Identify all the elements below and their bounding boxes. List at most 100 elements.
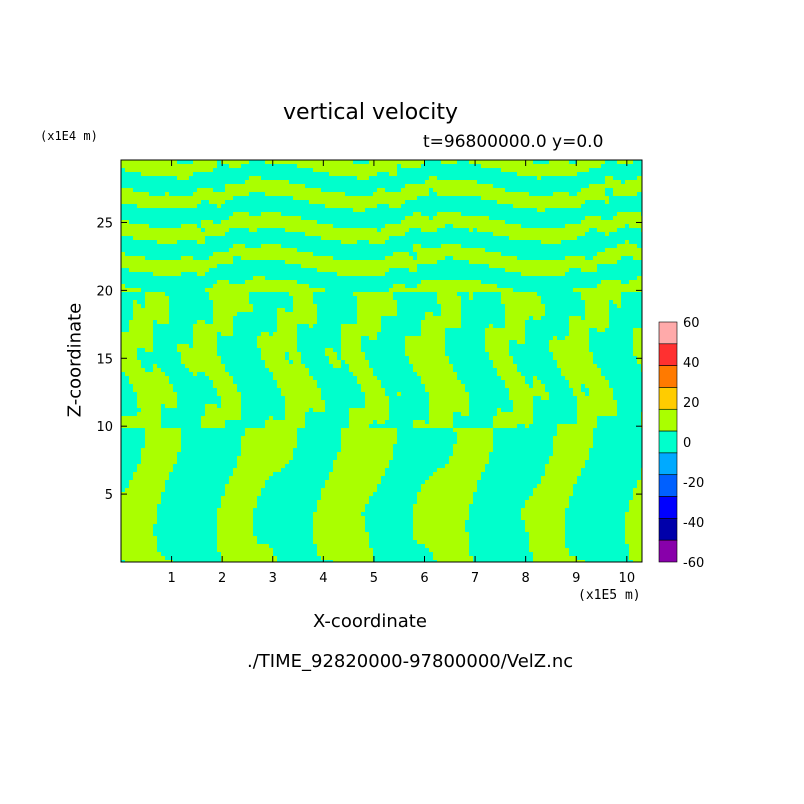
field-cell	[565, 344, 569, 348]
field-cell	[401, 252, 405, 256]
field-cell	[585, 320, 589, 324]
field-cell	[277, 436, 281, 440]
field-cell	[245, 488, 249, 492]
field-cell	[377, 412, 381, 416]
field-cell	[269, 420, 273, 424]
field-cell	[353, 468, 357, 472]
field-cell	[237, 480, 241, 484]
field-cell	[449, 188, 453, 192]
field-cell	[205, 228, 209, 232]
field-cell	[221, 296, 225, 300]
field-cell	[205, 288, 209, 292]
field-cell	[633, 352, 637, 356]
field-cell	[153, 460, 157, 464]
field-cell	[337, 268, 341, 272]
field-cell	[209, 368, 213, 372]
field-cell	[369, 260, 373, 264]
field-cell	[313, 220, 317, 224]
field-cell	[369, 264, 373, 268]
field-cell	[329, 196, 333, 200]
field-cell	[229, 252, 233, 256]
field-cell	[373, 488, 377, 492]
field-cell	[521, 312, 525, 316]
field-cell	[533, 172, 537, 176]
field-cell	[469, 228, 473, 232]
field-cell	[593, 216, 597, 220]
field-cell	[293, 340, 297, 344]
field-cell	[541, 492, 545, 496]
field-cell	[481, 164, 485, 168]
field-cell	[565, 368, 569, 372]
field-cell	[573, 172, 577, 176]
field-cell	[441, 320, 445, 324]
field-cell	[509, 232, 513, 236]
field-cell	[129, 416, 133, 420]
field-cell	[265, 436, 269, 440]
field-cell	[365, 468, 369, 472]
field-cell	[269, 248, 273, 252]
field-cell	[537, 260, 541, 264]
field-cell	[161, 452, 165, 456]
field-cell	[457, 404, 461, 408]
field-cell	[469, 216, 473, 220]
field-cell	[193, 332, 197, 336]
field-cell	[533, 388, 537, 392]
field-cell	[145, 200, 149, 204]
field-cell	[369, 388, 373, 392]
field-cell	[593, 396, 597, 400]
field-cell	[149, 460, 153, 464]
field-cell	[169, 164, 173, 168]
field-cell	[193, 260, 197, 264]
field-cell	[377, 392, 381, 396]
field-cell	[341, 240, 345, 244]
field-cell	[449, 220, 453, 224]
field-cell	[257, 284, 261, 288]
field-cell	[125, 196, 129, 200]
field-cell	[293, 360, 297, 364]
field-cell	[301, 196, 305, 200]
field-cell	[185, 176, 189, 180]
field-cell	[589, 424, 593, 428]
field-cell	[213, 304, 217, 308]
field-cell	[553, 500, 557, 504]
field-cell	[181, 168, 185, 172]
field-cell	[409, 344, 413, 348]
field-cell	[341, 468, 345, 472]
field-cell	[489, 220, 493, 224]
field-cell	[305, 408, 309, 412]
field-cell	[369, 492, 373, 496]
field-cell	[425, 340, 429, 344]
field-cell	[141, 192, 145, 196]
field-cell	[349, 500, 353, 504]
field-cell	[437, 328, 441, 332]
field-cell	[289, 320, 293, 324]
field-cell	[133, 232, 137, 236]
field-cell	[573, 424, 577, 428]
field-cell	[333, 488, 337, 492]
field-cell	[157, 316, 161, 320]
field-cell	[485, 332, 489, 336]
field-cell	[237, 476, 241, 480]
field-cell	[161, 228, 165, 232]
field-cell	[393, 284, 397, 288]
field-cell	[313, 164, 317, 168]
field-cell	[381, 236, 385, 240]
field-cell	[421, 160, 425, 164]
field-cell	[221, 316, 225, 320]
field-cell	[221, 320, 225, 324]
field-cell	[341, 192, 345, 196]
field-cell	[437, 372, 441, 376]
field-cell	[153, 448, 157, 452]
field-cell	[541, 200, 545, 204]
field-cell	[357, 440, 361, 444]
field-cell	[157, 160, 161, 164]
field-cell	[581, 260, 585, 264]
field-cell	[485, 344, 489, 348]
field-cell	[477, 432, 481, 436]
field-cell	[613, 260, 617, 264]
field-cell	[185, 360, 189, 364]
field-cell	[193, 228, 197, 232]
field-cell	[397, 192, 401, 196]
field-cell	[409, 224, 413, 228]
field-cell	[189, 224, 193, 228]
